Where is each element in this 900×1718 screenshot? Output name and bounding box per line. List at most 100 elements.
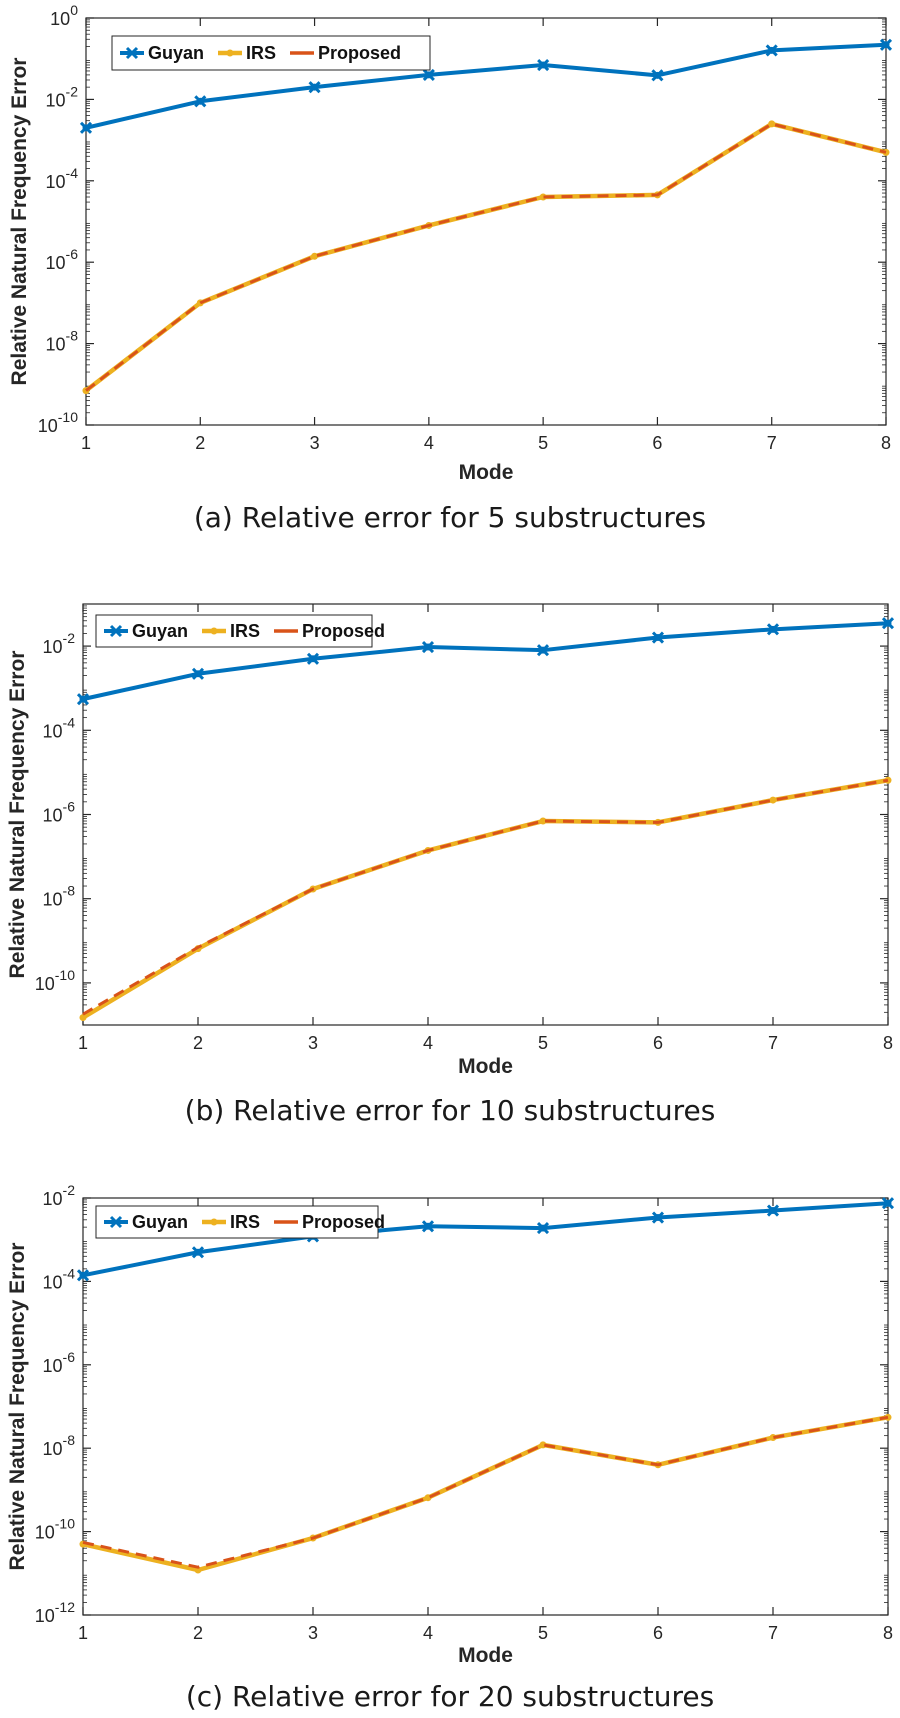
point-guyan-dot: [769, 1207, 777, 1215]
point-irs: [311, 252, 319, 260]
point-guyan-dot: [884, 619, 892, 627]
point-guyan-dot: [424, 1222, 432, 1230]
series-line-guyan: [82, 1201, 889, 1278]
point-guyan-dot: [653, 71, 661, 79]
point-irs: [539, 817, 547, 825]
legend-marker-guyan: [109, 624, 123, 638]
x-tick-label: 2: [193, 1623, 203, 1643]
y-axis-title: Relative Natural Frequency Error: [6, 1243, 29, 1571]
x-tick-label: 7: [768, 1623, 778, 1643]
legend-marker-irs: [226, 49, 234, 57]
panel-caption: (a) Relative error for 5 substructures: [194, 501, 706, 534]
plot-area: [82, 603, 889, 1026]
legend-marker-guyan: [125, 46, 139, 60]
point-guyan-dot: [882, 41, 890, 49]
point-guyan-dot: [768, 46, 776, 54]
panel-caption: (b) Relative error for 10 substructures: [185, 1094, 716, 1127]
x-tick-label: 5: [538, 433, 548, 453]
x-tick-label: 2: [195, 433, 205, 453]
legend-label-irs: IRS: [246, 43, 276, 63]
point-guyan-dot: [79, 695, 87, 703]
x-axis-title: Mode: [458, 1644, 513, 1667]
point-guyan-dot: [79, 1271, 87, 1279]
legend: Guyan IRS Proposed: [111, 35, 431, 71]
x-tick-label: 7: [768, 1033, 778, 1053]
y-tick-label: 100: [50, 2, 78, 29]
y-tick-label: 10-10: [35, 1516, 75, 1543]
y-tick-label: 10-6: [43, 1349, 76, 1376]
point-guyan-dot: [425, 71, 433, 79]
x-tick-label: 7: [767, 433, 777, 453]
y-axis-title: Relative Natural Frequency Error: [6, 651, 29, 979]
y-tick-label: 10-2: [43, 1182, 76, 1209]
legend-box: [95, 614, 373, 648]
legend-label-guyan: Guyan: [132, 1212, 188, 1232]
y-tick-label: 10-8: [46, 328, 79, 355]
x-tick-label: 8: [883, 1623, 893, 1643]
series-line-proposed: [85, 122, 887, 392]
plot-area: [82, 1197, 889, 1616]
x-tick-label: 1: [78, 1033, 88, 1053]
series-line-proposed: [82, 778, 889, 1016]
x-tick-label: 3: [308, 1623, 318, 1643]
y-tick-label: 10-2: [46, 83, 79, 110]
x-axis-title: Mode: [458, 1055, 513, 1078]
y-tick-label: 10-6: [46, 246, 79, 273]
legend-label-irs: IRS: [230, 621, 260, 641]
point-guyan-dot: [654, 634, 662, 642]
chart-panel-1: 10-10 10-8 10-6 10-4 10-2 100 1 2 3 4 5 6 7 8 Guyan IRS…: [8, 2, 893, 534]
point-irs: [768, 120, 776, 128]
y-tick-label: 10-4: [46, 165, 79, 192]
x-tick-label: 8: [883, 1033, 893, 1053]
y-tick-label: 10-10: [35, 967, 75, 994]
minor-ticks: [83, 1199, 888, 1603]
legend: Guyan IRS Proposed: [95, 614, 385, 648]
point-guyan-dot: [194, 670, 202, 678]
series-proposed: [82, 778, 889, 1016]
point-irs: [79, 1014, 87, 1022]
series-proposed: [82, 1415, 889, 1569]
point-guyan-dot: [539, 1224, 547, 1232]
point-guyan-dot: [539, 646, 547, 654]
series-guyan: [76, 617, 895, 706]
point-irs: [769, 796, 777, 804]
x-tick-label: 3: [310, 433, 320, 453]
legend-label-guyan: Guyan: [148, 43, 204, 63]
x-tick-label: 4: [423, 1623, 433, 1643]
x-tick-label: 6: [653, 1623, 663, 1643]
point-guyan-dot: [82, 124, 90, 132]
x-tick-label: 4: [424, 433, 434, 453]
point-guyan-dot: [884, 1199, 892, 1207]
x-tick-label: 2: [193, 1033, 203, 1053]
series-guyan: [79, 38, 893, 134]
y-tick-label: 10-10: [38, 409, 78, 436]
legend-label-proposed: Proposed: [302, 621, 385, 641]
y-tick-label: 10-12: [35, 1599, 75, 1626]
x-tick-label: 8: [881, 433, 891, 453]
y-axis-title: Relative Natural Frequency Error: [8, 58, 31, 386]
point-guyan-dot: [654, 1214, 662, 1222]
y-tick-label: 10-4: [43, 1265, 76, 1292]
point-guyan-dot: [424, 643, 432, 651]
series-line-guyan: [85, 42, 887, 130]
legend-label-proposed: Proposed: [302, 1212, 385, 1232]
legend-box: [111, 35, 431, 71]
legend-marker-irs: [210, 1218, 218, 1226]
x-tick-label: 1: [78, 1623, 88, 1643]
x-tick-label: 3: [308, 1033, 318, 1053]
y-tick-label: 10-8: [43, 883, 76, 910]
legend-marker-guyan: [109, 1215, 123, 1229]
x-tick-label: 6: [652, 433, 662, 453]
legend-label-guyan: Guyan: [132, 621, 188, 641]
point-guyan-dot: [309, 655, 317, 663]
y-tick-label: 10-8: [43, 1432, 76, 1459]
y-tick-label: 10-4: [43, 714, 76, 741]
legend: Guyan IRS Proposed: [95, 1205, 385, 1239]
legend-label-proposed: Proposed: [318, 43, 401, 63]
chart-panel-3: 10-12 10-10 10-8 10-6 10-4 10-2 1 2 3 4 5 6 7 8 Guyan I…: [6, 1182, 895, 1713]
x-tick-label: 5: [538, 1033, 548, 1053]
x-axis-title: Mode: [459, 461, 514, 484]
legend-marker-irs: [210, 627, 218, 635]
point-irs: [539, 193, 547, 201]
